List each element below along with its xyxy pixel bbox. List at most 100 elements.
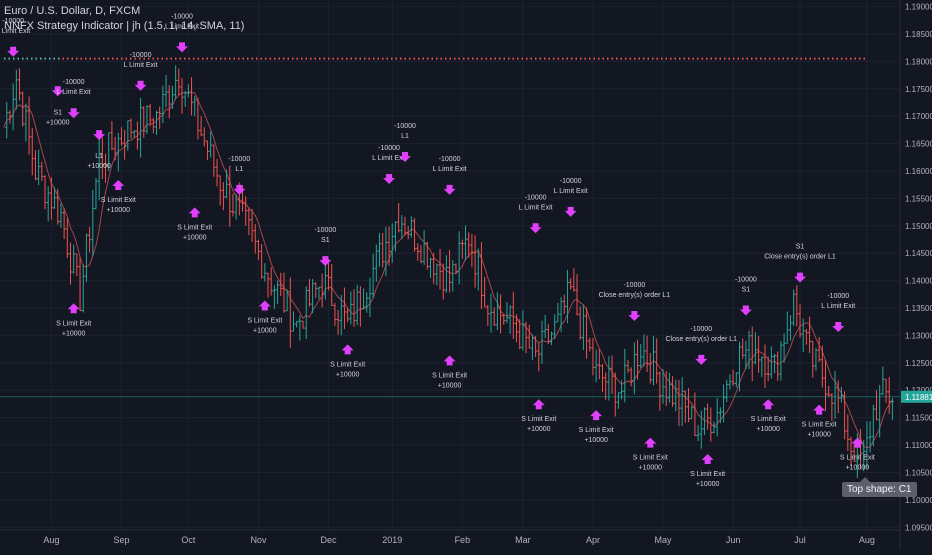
trade-label: -10000 <box>2 18 24 25</box>
trade-label: S Limit Exit <box>521 416 556 423</box>
trade-label: S Limit Exit <box>690 471 725 478</box>
arrow-up-icon <box>532 399 545 410</box>
candles <box>5 65 894 478</box>
trade-label: S Limit Exit <box>101 197 136 204</box>
trade-marker: S Limit Exit +10000 <box>56 303 91 337</box>
trade-label: -10000 <box>690 326 712 333</box>
price-tick-label: 1.14000 <box>905 277 932 286</box>
trade-qty: L Limit Exit <box>372 155 406 162</box>
chart-legend: Euro / U.S. Dollar, D, FXCM NNFX Strateg… <box>4 4 244 34</box>
trade-marker: S Limit Exit +10000 <box>751 399 786 433</box>
trade-marker: S Limit Exit +10000 <box>330 344 365 378</box>
price-tick-label: 1.18000 <box>905 57 932 66</box>
arrow-up-icon <box>644 437 657 448</box>
arrow-up-icon <box>112 179 125 190</box>
arrow-down-icon <box>134 80 147 91</box>
trade-label: S Limit Exit <box>247 318 282 325</box>
trade-marker: -10000 L1 <box>228 156 250 195</box>
arrow-up-icon <box>590 410 603 421</box>
arrow-down-icon <box>93 130 106 141</box>
trade-label: S Limit Exit <box>633 455 668 462</box>
trade-qty: L Limit Exit <box>821 303 855 310</box>
arrow-up-icon <box>443 355 456 366</box>
trade-qty: +10000 <box>87 163 111 170</box>
trade-marker: -10000 L Limit Exit <box>821 293 855 332</box>
arrow-down-icon <box>67 108 80 119</box>
trade-label: -10000 <box>394 123 416 130</box>
shape-tooltip: Top shape: C1 <box>842 477 917 497</box>
symbol-title: Euro / U.S. Dollar, D, FXCM <box>4 5 141 17</box>
trade-label: -10000 <box>314 227 336 234</box>
trade-label: S Limit Exit <box>330 361 365 368</box>
trade-label: S Limit Exit <box>751 416 786 423</box>
trade-qty: +10000 <box>696 481 720 488</box>
trade-marker: S Limit Exit +10000 <box>521 399 556 433</box>
trade-label: -10000 <box>525 194 547 201</box>
arrow-down-icon <box>739 305 752 316</box>
time-tick-label: Apr <box>586 535 600 545</box>
time-tick-label: Jul <box>794 535 806 545</box>
trade-qty: S1 <box>321 237 330 244</box>
trade-marker: S Limit Exit +10000 <box>247 300 282 335</box>
trade-marker: S1 Close entry(s) order L1 <box>764 244 836 283</box>
time-tick-label: Feb <box>455 535 471 545</box>
price-tick-label: 1.13500 <box>905 304 932 313</box>
trade-qty: +10000 <box>756 426 780 433</box>
arrow-up-icon <box>851 437 864 448</box>
trade-marker: -10000 L Limit Exit <box>57 79 91 119</box>
time-tick-label: Nov <box>250 535 267 545</box>
time-tick-label: Oct <box>181 535 196 545</box>
trade-label: -10000 <box>439 156 461 163</box>
time-tick-label: Jun <box>726 535 741 545</box>
time-tick-label: Aug <box>859 535 875 545</box>
indicator-title[interactable]: NNFX Strategy Indicator | jh (1.5, 1, 14… <box>4 20 245 32</box>
arrow-down-icon <box>695 354 708 365</box>
trade-label: -10000 <box>827 293 849 300</box>
arrow-down-icon <box>628 310 641 321</box>
trade-marker: S1 +10000 <box>46 86 70 126</box>
price-tick-label: 1.16500 <box>905 140 932 149</box>
trade-qty: +10000 <box>807 432 831 439</box>
price-tick-label: 1.16000 <box>905 167 932 176</box>
trade-marker: -10000 L Limit Exit <box>0 18 30 57</box>
arrow-up-icon <box>762 399 775 410</box>
arrow-up-icon <box>258 300 271 311</box>
trade-marker: -10000 Close entry(s) order L1 <box>599 282 671 321</box>
trade-label: -10000 <box>560 178 582 185</box>
arrow-down-icon <box>832 321 845 332</box>
arrow-down-icon <box>398 152 411 163</box>
trade-qty: +10000 <box>46 119 70 126</box>
time-tick-label: 2019 <box>382 535 402 545</box>
trade-marker: S Limit Exit +10000 <box>690 454 725 488</box>
trade-marker: -10000 L Limit Exit <box>554 178 588 217</box>
price-tick-label: 1.11000 <box>905 441 932 450</box>
trade-marker: -10000 Close entry(s) order L1 <box>665 326 737 365</box>
arrow-down-icon <box>564 206 577 217</box>
trade-marker: -10000 L Limit Exit <box>124 52 158 91</box>
arrow-up-icon <box>341 344 354 355</box>
arrow-down-icon <box>794 272 807 283</box>
trade-marker: S Limit Exit +10000 <box>802 404 837 439</box>
price-axis-bg <box>900 0 932 550</box>
arrow-down-icon <box>51 86 64 97</box>
arrow-down-icon <box>383 173 396 184</box>
price-tick-label: 1.18500 <box>905 30 932 39</box>
price-tick-label: 1.10500 <box>905 468 932 477</box>
trade-qty: L Limit Exit <box>554 188 588 195</box>
trade-qty: Close entry(s) order L1 <box>764 254 836 261</box>
trade-qty: Close entry(s) order L1 <box>599 292 671 299</box>
trade-qty: L Limit Exit <box>165 23 199 30</box>
price-tick-label: 1.09500 <box>905 523 932 532</box>
last-price-label: 1.11881 <box>905 393 932 402</box>
trade-qty: +10000 <box>438 382 462 389</box>
trade-label: S1 <box>53 109 62 116</box>
time-tick-label: Sep <box>113 535 129 545</box>
arrow-up-icon <box>67 303 80 314</box>
trade-marker: S Limit Exit +10000 <box>101 179 136 214</box>
time-tick-label: Dec <box>321 535 338 545</box>
trade-marker: -10000 L1 <box>394 123 416 163</box>
price-tick-label: 1.12000 <box>905 386 932 395</box>
price-tick-label: 1.10000 <box>905 496 932 505</box>
